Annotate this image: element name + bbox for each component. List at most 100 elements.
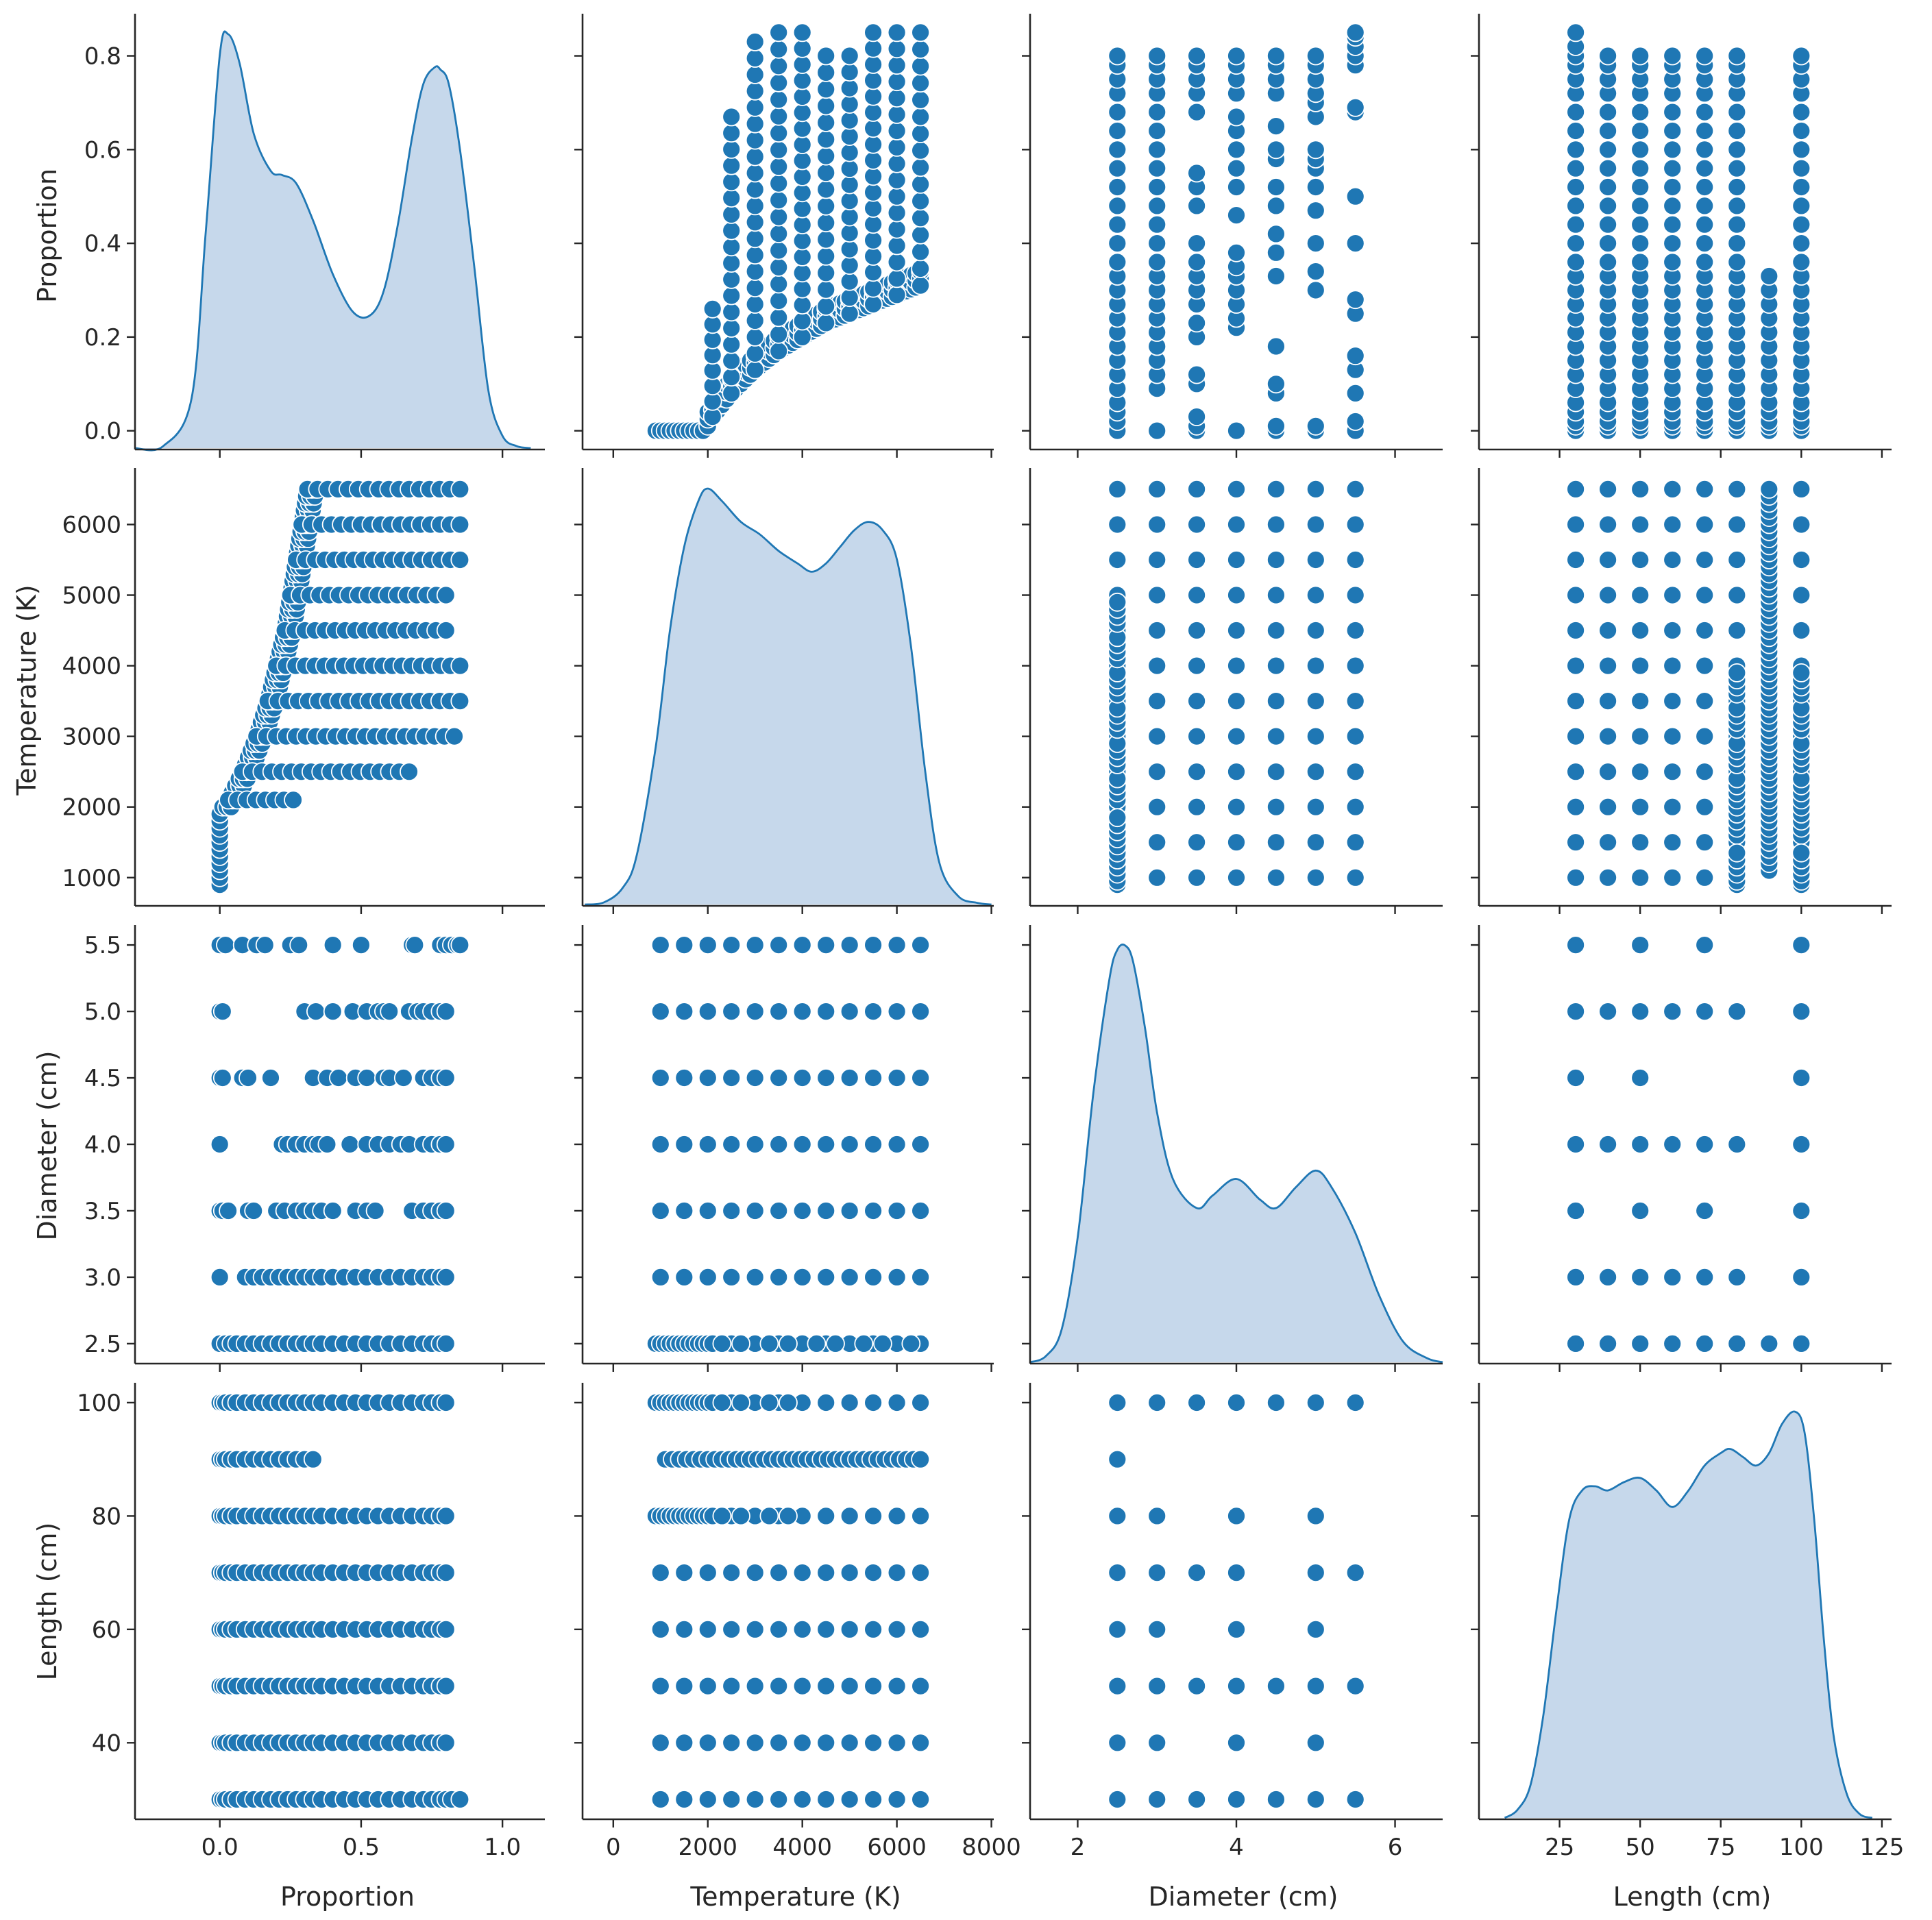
scatter-point: [1566, 480, 1586, 499]
scatter-point: [702, 299, 722, 319]
scatter-point: [1187, 102, 1206, 122]
scatter-point: [1663, 140, 1683, 160]
scatter-point: [769, 258, 789, 277]
scatter-point: [1663, 158, 1683, 178]
scatter-point: [1630, 480, 1650, 499]
scatter-point: [1630, 867, 1650, 887]
scatter-point: [1345, 290, 1365, 310]
scatter-point: [722, 302, 742, 322]
panel-length-vs-temperature: 0 2000 4000 6000 8000: [574, 1383, 1021, 1861]
scatter-point: [745, 147, 765, 167]
scatter-point: [1306, 1506, 1325, 1526]
scatter-point: [1695, 140, 1715, 160]
scatter-point: [745, 1619, 765, 1639]
scatter-point: [1759, 480, 1779, 499]
scatter-point: [769, 106, 789, 126]
scatter-point: [1598, 140, 1618, 160]
scatter-point: [674, 1790, 694, 1809]
scatter-point: [864, 1135, 883, 1154]
scatter-point: [1108, 234, 1127, 254]
scatter-point: [722, 1676, 742, 1696]
scatter-point: [1566, 585, 1586, 605]
scatter-point: [1187, 234, 1206, 254]
scatter-point: [1630, 515, 1650, 534]
scatter-point: [769, 1676, 789, 1696]
scatter-point: [1630, 1002, 1650, 1021]
scatter-point: [1566, 1268, 1586, 1287]
scatter-point: [1566, 1334, 1586, 1353]
scatter-point: [400, 762, 419, 782]
scatter-point: [840, 1506, 859, 1526]
scatter-point: [1306, 280, 1325, 300]
scatter-point: [887, 1393, 907, 1412]
scatter-point: [1147, 691, 1167, 711]
scatter-point: [769, 56, 789, 76]
scatter-point: [1306, 515, 1325, 534]
scatter-point: [1227, 1563, 1246, 1583]
scatter-point: [816, 146, 836, 166]
scatter-point: [769, 308, 789, 328]
scatter-point: [1566, 158, 1586, 178]
scatter-point: [1227, 107, 1246, 127]
scatter-point: [840, 1268, 859, 1287]
scatter-point: [779, 1506, 798, 1526]
scatter-point: [816, 130, 836, 149]
scatter-point: [759, 1506, 779, 1526]
scatter-point: [1727, 214, 1747, 234]
scatter-point: [450, 656, 470, 676]
scatter-point: [792, 1563, 812, 1583]
scatter-point: [1630, 46, 1650, 66]
scatter-point: [1147, 102, 1167, 122]
scatter-point: [1727, 1002, 1747, 1021]
scatter-point: [1267, 691, 1286, 711]
scatter-point: [1663, 621, 1683, 640]
scatter-point: [405, 935, 425, 955]
scatter-point: [1108, 158, 1127, 178]
scatter-point: [722, 334, 742, 354]
scatter-point: [745, 1676, 765, 1696]
scatter-point: [1630, 121, 1650, 140]
panel-length-vs-proportion: 40 60 80 100 0.0 0.5 1.0: [77, 1383, 545, 1861]
scatter-point: [1727, 140, 1747, 160]
scatter-point: [887, 1733, 907, 1753]
scatter-point: [1267, 621, 1286, 640]
scatter-point: [436, 1201, 456, 1220]
scatter-point: [1267, 243, 1286, 262]
scatter-point: [792, 183, 812, 203]
scatter-point: [1566, 656, 1586, 676]
scatter-point: [1267, 1676, 1286, 1696]
scatter-point: [792, 1790, 812, 1809]
scatter-point: [1695, 1002, 1715, 1021]
scatter-point: [1598, 833, 1618, 852]
scatter-point: [1598, 252, 1618, 272]
scatter-point: [1598, 196, 1618, 216]
scatter-point: [745, 1268, 765, 1287]
scatter-point: [759, 1334, 779, 1353]
scatter-point: [698, 1733, 718, 1753]
scatter-point: [816, 280, 836, 299]
scatter-point: [1792, 585, 1811, 605]
scatter-point: [1695, 102, 1715, 122]
scatter-point: [1147, 1563, 1167, 1583]
scatter-point: [1227, 177, 1246, 197]
scatter-point: [1306, 46, 1325, 66]
scatter-point: [731, 1334, 750, 1353]
scatter-point: [1598, 480, 1618, 499]
scatter-point: [816, 1676, 836, 1696]
scatter-point: [792, 1733, 812, 1753]
scatter-point: [769, 190, 789, 210]
kde-line-diameter: [1029, 944, 1443, 1364]
panel-proportion-vs-proportion: 0.0 0.2 0.4 0.6 0.8: [84, 14, 545, 458]
scatter-point: [436, 1268, 456, 1287]
scatter-point: [239, 1068, 258, 1087]
scatter-point: [1345, 412, 1365, 431]
scatter-point: [1630, 797, 1650, 817]
scatter-point: [792, 1268, 812, 1287]
scatter-point: [769, 1002, 789, 1021]
scatter-point: [816, 63, 836, 82]
scatter-point: [1147, 550, 1167, 569]
scatter-point: [284, 790, 303, 810]
scatter-point: [864, 1733, 883, 1753]
scatter-point: [792, 135, 812, 155]
scatter-point: [911, 1135, 930, 1154]
